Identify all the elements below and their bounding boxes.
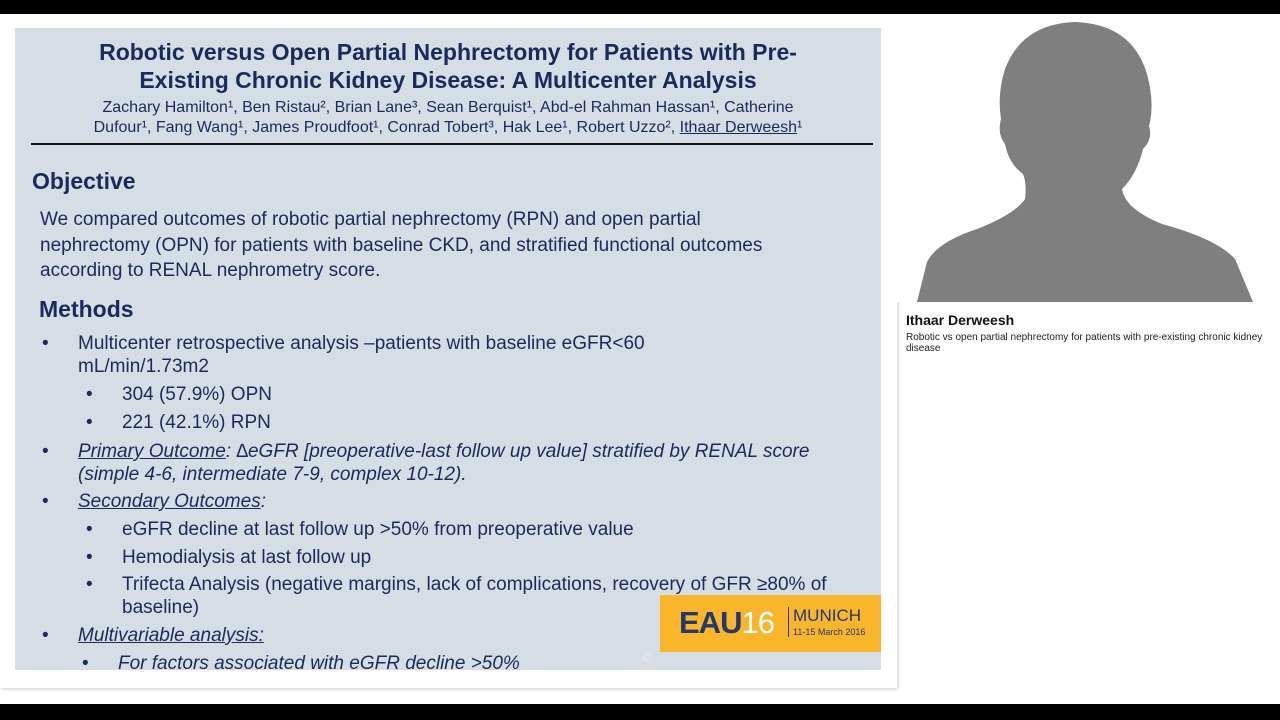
objective-line: nephrectomy (OPN) for patients with base…: [40, 234, 763, 256]
talk-title: Robotic vs open partial nephrectomy for …: [906, 332, 1263, 354]
bullet: •: [86, 384, 93, 405]
method-sub-bullet: • Hemodialysis at last follow up: [86, 546, 372, 569]
presenter-affiliation: ¹: [797, 119, 803, 136]
bullet-label: Secondary Outcomes: [78, 491, 261, 512]
bullet-text: For factors associated with eGFR decline…: [118, 653, 520, 674]
bullet-text: 304 (57.9%) OPN: [122, 384, 272, 405]
bullet-text: 221 (42.1%) RPN: [122, 412, 271, 433]
presenter-name: Ithaar Derweesh: [679, 119, 798, 136]
method-sub-bullet: • 221 (42.1%) RPN: [86, 411, 271, 434]
bullet: •: [86, 519, 93, 540]
objective-line: We compared outcomes of robotic partial …: [40, 209, 701, 230]
slide-title: Robotic versus Open Partial Nephrectomy …: [15, 38, 881, 94]
method-bullet: • Secondary Outcomes:: [42, 490, 266, 513]
logo-eau: EAU: [679, 605, 742, 640]
method-sub-bullet: • For factors associated with eGFR declin…: [82, 652, 520, 675]
bullet-text: Trifecta Analysis (negative margins, lac…: [122, 574, 827, 618]
methods-heading: Methods: [39, 296, 134, 322]
bullet-text: :: [260, 491, 266, 512]
method-bullet: • Primary Outcome: ∆eGFR [preoperative-la…: [42, 440, 858, 486]
objective-line: according to RENAL nephrometry score.: [40, 260, 381, 281]
bullet-text: : ∆eGFR [preoperative-last follow up val…: [78, 441, 810, 485]
authors-text: Dufour¹, Fang Wang¹, James Proudfoot¹, C…: [93, 119, 680, 136]
bullet: •: [42, 333, 49, 354]
authors-line-1: Zachary Hamilton¹, Ben Ristau², Brian La…: [102, 99, 794, 116]
method-sub-bullet: • eGFR decline at last follow up >50% fro…: [86, 518, 634, 541]
bullet: •: [86, 574, 93, 595]
bullet: •: [42, 625, 49, 646]
slide-frame: Robotic versus Open Partial Nephrectomy …: [0, 14, 897, 688]
bullet: •: [86, 412, 93, 433]
method-bullet: • Multivariable analysis:: [42, 624, 264, 647]
bullet: •: [42, 491, 49, 512]
person-silhouette-icon: [917, 22, 1253, 302]
title-line-1: Robotic versus Open Partial Nephrectomy …: [99, 39, 797, 65]
copyright: ©: [642, 650, 651, 664]
bullet-label: Multivariable analysis:: [78, 625, 264, 646]
logo-separator: [788, 607, 789, 637]
player: Robotic versus Open Partial Nephrectomy …: [0, 14, 1280, 704]
objective-heading: Objective: [32, 168, 136, 194]
divider: [31, 143, 873, 145]
bullet-text: eGFR decline at last follow up >50% from…: [122, 519, 634, 540]
speaker-name: Ithaar Derweesh: [906, 312, 1015, 328]
bullet-text: Multicenter retrospective analysis –pati…: [78, 333, 645, 377]
method-sub-bullet: • Trifecta Analysis (negative margins, la…: [86, 573, 842, 619]
method-sub-bullet: • 304 (57.9%) OPN: [86, 383, 272, 406]
speaker-avatar: [897, 14, 1280, 302]
method-bullet: • Multicenter retrospective analysis –pat…: [42, 332, 738, 378]
objective-text: We compared outcomes of robotic partial …: [40, 207, 870, 284]
bullet-label: Primary Outcome: [78, 441, 226, 462]
slide: Robotic versus Open Partial Nephrectomy …: [15, 28, 881, 674]
logo-dates: 11-15 March 2016: [793, 627, 866, 637]
bullet-text: Hemodialysis at last follow up: [122, 547, 372, 568]
logo-num: 16: [741, 605, 774, 640]
eau16-logo: EAU16 MUNICH 11-15 March 2016: [660, 595, 881, 652]
authors-line-2: Dufour¹, Fang Wang¹, James Proudfoot¹, C…: [15, 118, 881, 138]
authors: Zachary Hamilton¹, Ben Ristau², Brian La…: [15, 98, 881, 138]
bullet: •: [82, 653, 89, 674]
title-line-2: Existing Chronic Kidney Disease: A Multi…: [139, 67, 757, 93]
bullet: •: [86, 547, 93, 568]
bullet: •: [42, 441, 49, 462]
logo-city: MUNICH: [793, 606, 861, 625]
